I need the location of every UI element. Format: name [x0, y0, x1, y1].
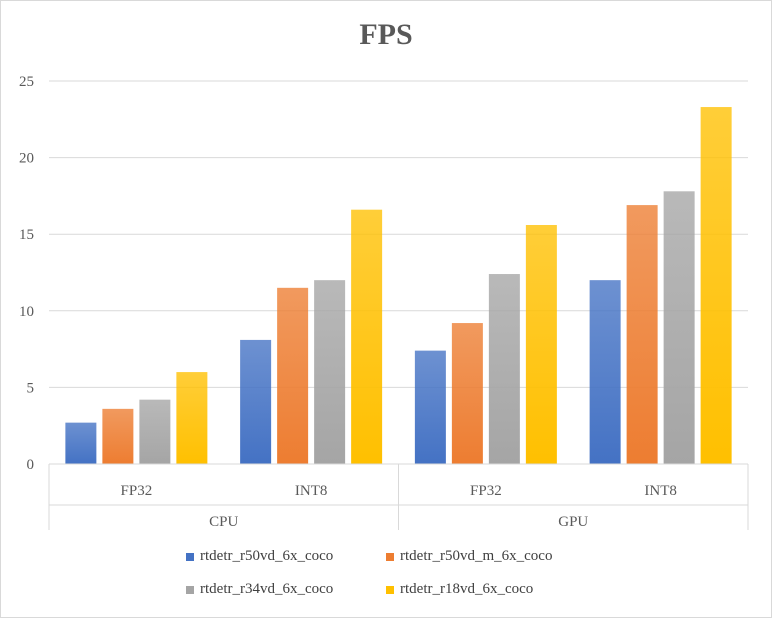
bar — [700, 107, 732, 464]
bar — [525, 225, 557, 464]
y-tick-label: 10 — [19, 304, 34, 320]
bar — [351, 209, 383, 464]
legend-swatch — [386, 552, 394, 561]
legend-label: rtdetr_r50vd_m_6x_coco — [400, 548, 553, 564]
legend-item: rtdetr_r50vd_m_6x_coco — [386, 548, 552, 565]
bar — [176, 372, 208, 464]
x-tick-label: FP32 — [470, 483, 502, 499]
bar — [626, 205, 658, 465]
legend-item: rtdetr_r34vd_6x_coco — [186, 581, 333, 598]
bar — [240, 339, 272, 464]
x-tick-label: INT8 — [295, 483, 328, 499]
bar — [314, 280, 346, 464]
bar — [102, 408, 134, 464]
y-tick-label: 15 — [19, 227, 34, 243]
y-tick-label: 5 — [27, 380, 35, 396]
x-tick-label: INT8 — [644, 483, 677, 499]
group-label: GPU — [558, 514, 588, 530]
legend-label: rtdetr_r50vd_6x_coco — [200, 548, 334, 564]
bar — [663, 191, 695, 464]
group-label: CPU — [209, 514, 238, 530]
bar — [589, 280, 621, 464]
legend-swatch — [386, 585, 394, 594]
legend-label: rtdetr_r18vd_6x_coco — [400, 581, 534, 597]
y-tick-label: 0 — [27, 457, 35, 473]
chart-title: FPS — [359, 18, 413, 51]
bar — [277, 287, 309, 464]
y-tick-label: 25 — [19, 74, 34, 90]
legend-label: rtdetr_r34vd_6x_coco — [200, 581, 334, 597]
legend-swatch — [186, 552, 194, 561]
bar — [65, 422, 97, 464]
legend-item: rtdetr_r18vd_6x_coco — [386, 581, 533, 598]
bar — [488, 274, 520, 464]
y-tick-label: 20 — [19, 151, 34, 167]
legend-swatch — [186, 585, 194, 594]
legend-item: rtdetr_r50vd_6x_coco — [186, 548, 333, 565]
x-tick-label: FP32 — [121, 483, 153, 499]
bar — [451, 323, 483, 464]
bar — [139, 399, 171, 464]
bar — [414, 350, 446, 464]
